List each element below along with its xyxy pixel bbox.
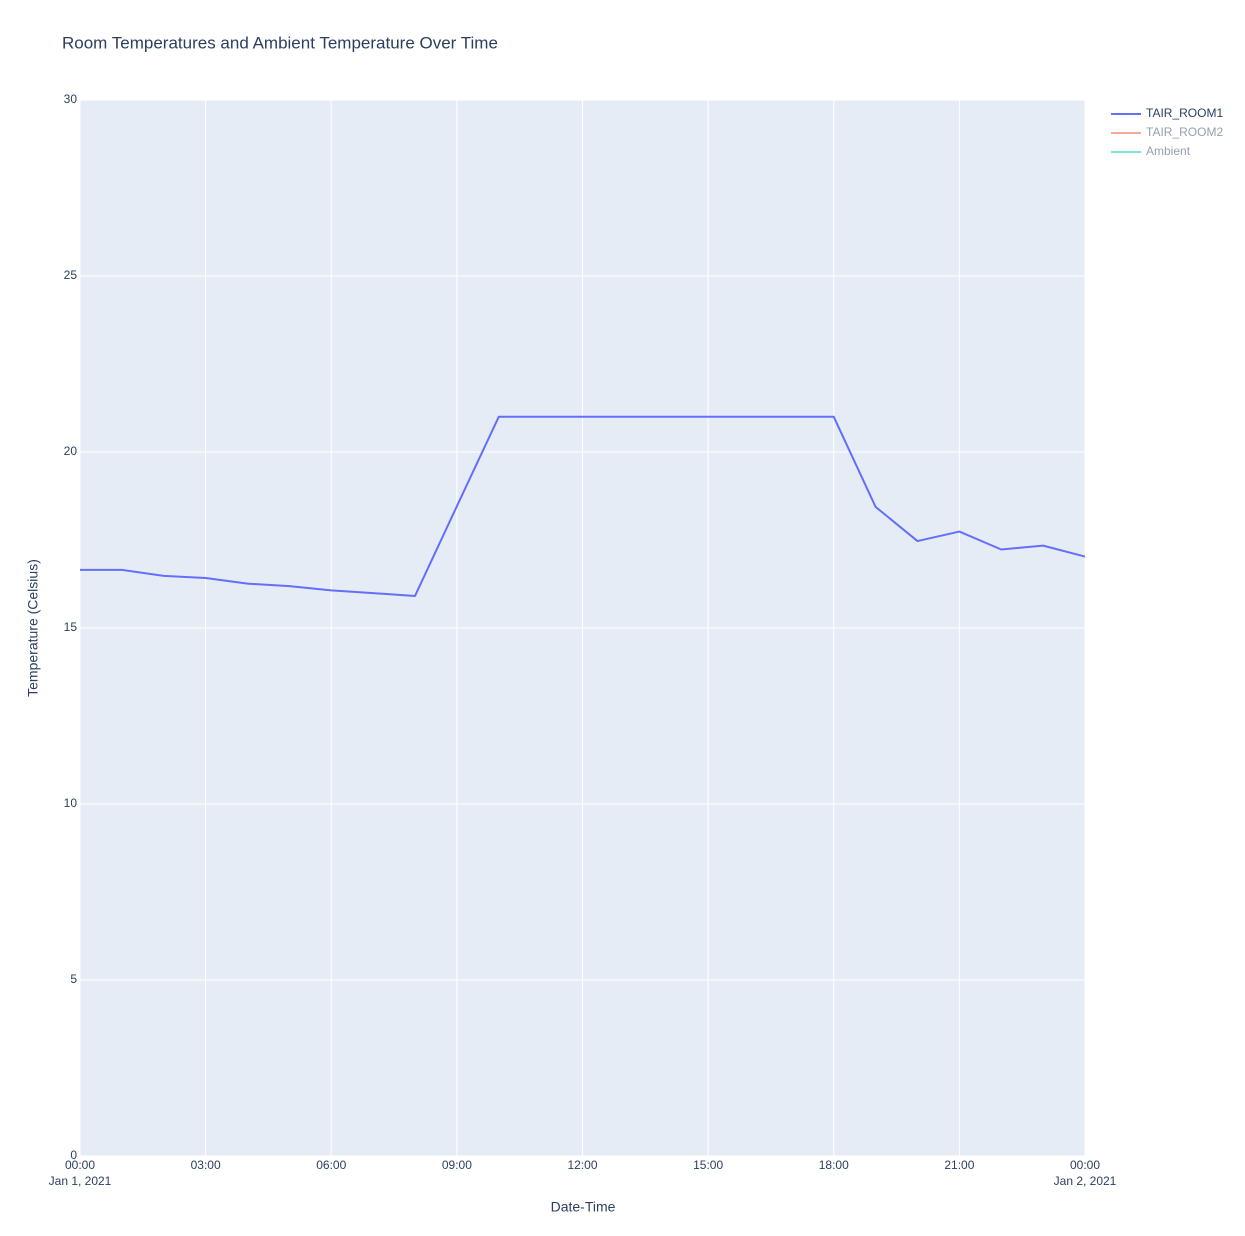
y-tick-label: 15 xyxy=(64,620,78,634)
y-axis-title: Temperature (Celsius) xyxy=(25,559,41,697)
x-tick-label: 09:00 xyxy=(442,1158,472,1172)
y-tick-label: 20 xyxy=(64,444,78,458)
x-tick-label: 21:00 xyxy=(944,1158,974,1172)
x-axis-title: Date-Time xyxy=(551,1199,616,1215)
y-tick-label: 0 xyxy=(70,1148,77,1162)
y-tick-label: 10 xyxy=(64,796,78,810)
legend-label: TAIR_ROOM1 xyxy=(1146,106,1223,120)
x-tick-label: 06:00 xyxy=(316,1158,346,1172)
legend-label: TAIR_ROOM2 xyxy=(1146,125,1223,139)
line xyxy=(80,415,1086,597)
y-tick-label: 30 xyxy=(64,92,78,106)
legend-item[interactable]: TAIR_ROOM1 xyxy=(1111,106,1223,120)
x-tick-label: 12:00 xyxy=(567,1158,597,1172)
legend-item[interactable]: TAIR_ROOM2 xyxy=(1111,125,1223,139)
x-tick-label: 15:00 xyxy=(693,1158,723,1172)
x-tick-label: 03:00 xyxy=(191,1158,221,1172)
x-tick-sublabel: Jan 2, 2021 xyxy=(1054,1174,1117,1188)
y-tick-label: 25 xyxy=(64,268,78,282)
x-tick-label: 18:00 xyxy=(819,1158,849,1172)
legend-item[interactable]: Ambient xyxy=(1111,144,1191,158)
chart-title: Room Temperatures and Ambient Temperatur… xyxy=(62,33,498,52)
grid xyxy=(79,99,1086,1157)
y-tick-label: 5 xyxy=(70,972,77,986)
x-tick-sublabel: Jan 1, 2021 xyxy=(49,1174,112,1188)
x-tick-label: 00:00 xyxy=(1070,1158,1100,1172)
x-tick-label: 00:00 xyxy=(65,1158,95,1172)
legend-label: Ambient xyxy=(1146,144,1191,158)
